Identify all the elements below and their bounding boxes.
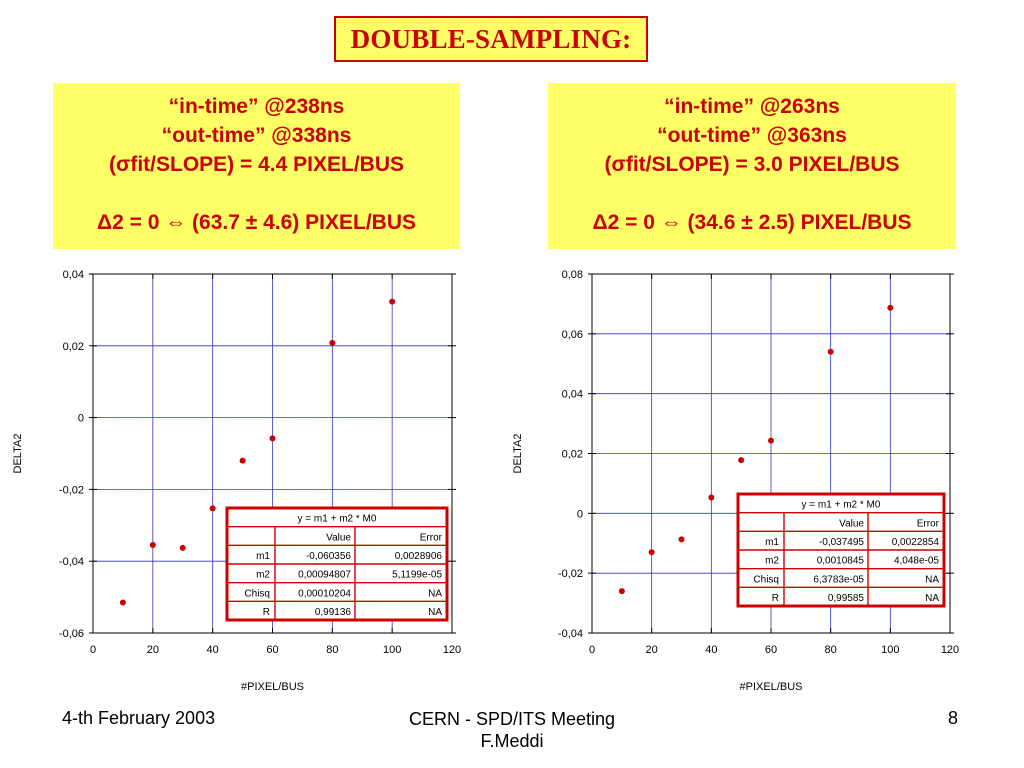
data-point [887,304,894,311]
y-tick-label: 0 [577,508,583,520]
y-tick-label: -0,02 [59,484,84,496]
fit-param-name: Chisq [753,574,779,585]
fit-header-error: Error [420,532,443,543]
x-tick-label: 0 [589,644,595,656]
info-line-in-time: “in-time” @263ns [664,95,840,118]
info-panel-left: “in-time” @238ns “out-time” @338ns (σfit… [53,83,460,249]
page-number: 8 [948,708,959,728]
fit-param-error: NA [925,574,939,585]
info-line-sigma: (σfit/SLOPE) = 4.4 PIXEL/BUS [108,153,404,176]
fit-param-value: -0,037495 [819,537,864,548]
x-axis-label: #PIXEL/BUS [740,681,803,693]
info-line-in-time: “in-time” @238ns [168,95,345,118]
y-tick-label: 0,08 [562,269,583,281]
y-tick-label: 0,02 [63,341,84,353]
footer-meeting-block: CERN - SPD/ITS Meeting F.Meddi [372,708,652,752]
fit-param-name: m1 [256,551,270,562]
info-line-sigma: (σfit/SLOPE) = 3.0 PIXEL/BUS [604,153,900,176]
x-axis-label: #PIXEL/BUS [241,681,304,693]
data-point [648,549,655,556]
y-tick-label: 0,02 [562,449,583,461]
fit-param-error: NA [428,588,442,599]
x-tick-label: 60 [266,644,278,656]
data-point [678,536,685,543]
footer-date: 4-th February 2003 [62,708,216,728]
fit-param-value: 0,00010204 [298,588,351,599]
fit-param-error: NA [925,593,939,604]
x-tick-label: 120 [443,644,461,656]
fit-param-value: -0,060356 [306,551,351,562]
fit-param-name: Chisq [244,588,270,599]
info-line-out-time: “out-time” @338ns [161,124,352,147]
fit-param-name: R [772,593,779,604]
x-tick-label: 60 [765,644,777,656]
data-point [708,494,715,501]
fit-param-value: 0,00094807 [298,570,351,581]
footer-meeting: CERN - SPD/ITS Meeting [408,709,616,729]
fit-results-table: y = m1 + m2 * M0 Value Error m1 -0,037495 0,0… [736,492,946,608]
fit-header-error: Error [917,518,940,529]
data-point [618,588,625,595]
fit-param-error: 0,0028906 [395,551,443,562]
x-tick-label: 80 [825,644,837,656]
fit-param-value: 0,99585 [828,593,865,604]
scatter-chart-left: 0 20 40 60 80 100 120 -0,06 -0,04 -0,02 0 0,02 0,04 #… [12,269,461,693]
info-line-out-time: “out-time” @363ns [657,124,847,147]
footer-author: F.Meddi [480,731,544,751]
y-tick-label: 0,06 [562,329,583,341]
y-tick-label: 0 [78,413,84,425]
x-tick-label: 40 [207,644,219,656]
slide-title: DOUBLE-SAMPLING: [350,23,632,54]
fit-param-value: 0,99136 [315,607,352,618]
fit-param-name: m1 [765,537,779,548]
fit-header-value: Value [326,532,351,543]
fit-param-name: m2 [765,556,779,567]
data-point [239,457,246,464]
x-tick-label: 80 [326,644,338,656]
fit-param-name: R [263,607,270,618]
scatter-chart-right: 0 20 40 60 80 100 120 -0,04 -0,02 0 0,02 0,04 0,06 0,… [512,269,959,693]
y-tick-label: -0,04 [558,628,583,640]
fit-param-value: 6,3783e-05 [813,574,864,585]
info-panel-right: “in-time” @263ns “out-time” @363ns (σfit… [548,83,956,249]
fit-equation: y = m1 + m2 * M0 [298,514,377,525]
y-tick-label: -0,02 [558,568,583,580]
x-tick-label: 40 [705,644,717,656]
x-tick-label: 100 [881,644,899,656]
fit-param-error: 0,0022854 [892,537,940,548]
data-point [119,599,126,606]
data-point [209,505,216,512]
x-tick-label: 100 [383,644,401,656]
fit-equation: y = m1 + m2 * M0 [802,500,881,511]
y-tick-label: 0,04 [562,389,583,401]
info-result: Δ2 = 0 ⇔ (34.6 ± 2.5) PIXEL/BUS [592,211,912,234]
y-tick-label: -0,04 [59,556,84,568]
slide-title-box: DOUBLE-SAMPLING: [334,16,648,62]
fit-header-value: Value [839,518,864,529]
x-tick-label: 120 [941,644,959,656]
fit-param-error: 5,1199e-05 [392,570,442,581]
x-tick-label: 0 [90,644,96,656]
data-point [269,435,276,442]
fit-results-table: y = m1 + m2 * M0 Value Error m1 -0,060356 0,0… [225,506,449,622]
y-axis-label: DELTA2 [12,434,24,474]
data-point [149,542,156,549]
x-tick-label: 20 [646,644,658,656]
fit-param-error: NA [428,607,442,618]
data-point [329,339,336,346]
fit-param-value: 0,0010845 [817,556,865,567]
data-point [738,457,745,464]
fit-param-name: m2 [256,570,270,581]
data-point [827,348,834,355]
data-point [179,544,186,551]
y-tick-label: 0,04 [63,269,84,281]
y-axis-label: DELTA2 [512,434,524,474]
data-point [389,298,396,305]
data-point [768,437,774,444]
fit-param-error: 4,048e-05 [894,556,939,567]
y-tick-label: -0,06 [59,628,84,640]
x-tick-label: 20 [147,644,159,656]
info-result: Δ2 = 0 ⇔ (63.7 ± 4.6) PIXEL/BUS [97,211,416,234]
